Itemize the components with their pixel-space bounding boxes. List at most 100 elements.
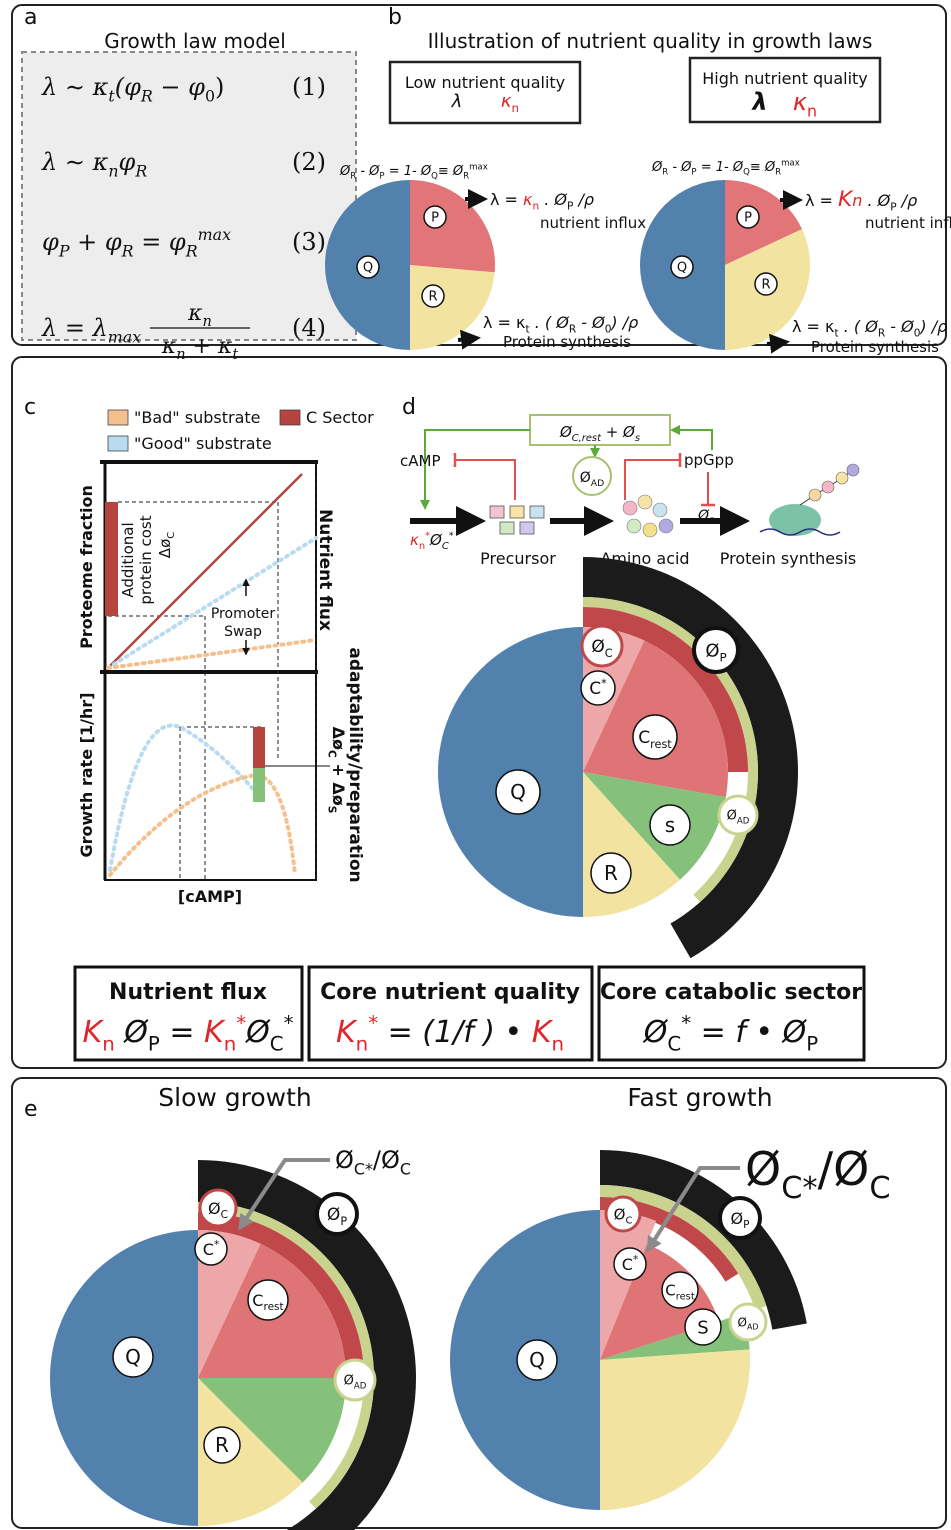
- text-part: C: [622, 1255, 633, 1274]
- precursor-icon: [510, 506, 524, 518]
- connector: [672, 430, 712, 450]
- panel-title: Slow growth: [158, 1083, 312, 1112]
- text-part: *: [236, 1011, 246, 1034]
- equation: λ ∼ κt(φR − φ0): [41, 73, 224, 106]
- text-part: . Ø: [539, 190, 567, 209]
- legend-swatch: [280, 410, 300, 425]
- amino-icon: [623, 501, 637, 515]
- fraction-denominator: κn + κt: [161, 334, 239, 363]
- text-part: Ø: [591, 637, 604, 657]
- sector-label: Q: [677, 261, 687, 276]
- amino-icon: [659, 519, 673, 533]
- panel-label: a: [24, 5, 37, 30]
- ppgpp-label: ppGpp: [684, 451, 734, 469]
- amino-icon: [653, 503, 667, 517]
- summary-heading: Core catabolic sector: [600, 980, 862, 1005]
- text-part: + Δø: [329, 758, 348, 806]
- text-part: n: [852, 191, 862, 210]
- text-part: Ø: [580, 470, 591, 486]
- text-part: max: [469, 163, 488, 173]
- text-part: n: [356, 1032, 369, 1055]
- sector-label: R: [215, 1433, 229, 1457]
- pie-sector: [410, 180, 495, 272]
- text-part: C: [638, 728, 650, 748]
- text-part: n: [551, 1032, 564, 1055]
- text-part: Ø: [327, 1205, 340, 1225]
- panel-label: d: [402, 395, 416, 420]
- cost-label: Additional: [119, 522, 137, 597]
- sector-label: R: [428, 290, 437, 305]
- quality-box: [690, 58, 880, 122]
- lambda-symbol: λ: [750, 88, 767, 116]
- figure: aGrowth law modelλ ∼ κt(φR − φ0)(1)λ ∼ κ…: [0, 0, 951, 1530]
- summary-heading: Core nutrient quality: [320, 980, 580, 1005]
- text-part: C: [400, 1160, 411, 1179]
- precursor-icon: [500, 522, 514, 534]
- text-part: K: [204, 1015, 226, 1050]
- text-part: rest: [676, 1292, 695, 1303]
- text-part: C*: [354, 1160, 373, 1179]
- text-part: n: [108, 162, 118, 181]
- text-part: R: [134, 162, 147, 181]
- sector-label: Q: [529, 1348, 545, 1372]
- text-part: R: [185, 242, 198, 261]
- text-part: R: [121, 242, 134, 261]
- swap-label: Promoter: [211, 606, 276, 622]
- text-part: R: [775, 168, 781, 178]
- text-part: λ = κ: [483, 313, 526, 332]
- phi-r-label: ØR: [697, 508, 715, 527]
- legend-label: "Bad" substrate: [134, 408, 260, 427]
- precursor-icon: [490, 506, 504, 518]
- text-part: ) /ρ: [610, 313, 638, 332]
- peptide-icon: [809, 489, 821, 501]
- text-part: Ø: [727, 809, 737, 824]
- peptide-icon: [847, 464, 859, 476]
- text-part: + Ø: [601, 423, 636, 441]
- text-part: n: [512, 101, 520, 115]
- right-axis-label: Nutrient flux: [315, 509, 335, 631]
- ratio-label: ØC*/ØC: [335, 1146, 411, 1179]
- text-part: max: [108, 328, 141, 347]
- text-part: κ: [793, 88, 808, 116]
- text-part: *: [681, 1011, 691, 1034]
- peptide-icon: [836, 472, 848, 484]
- text-part: Ø: [731, 1209, 744, 1228]
- pie-sector: [410, 265, 495, 350]
- text-part: C: [221, 1209, 228, 1221]
- lambda-symbol: λ: [451, 91, 463, 112]
- text-part: rest: [263, 1301, 283, 1313]
- text-part: C,rest: [572, 433, 602, 444]
- text-part: λ = λ: [41, 314, 108, 342]
- text-part: + κ: [186, 334, 233, 359]
- text-part: = (1/f ) •: [378, 1015, 532, 1050]
- delta-c-bar: [253, 727, 265, 768]
- text-part: P: [806, 1032, 818, 1055]
- panel-title: Illustration of nutrient quality in grow…: [428, 29, 873, 53]
- text-part: n: [807, 102, 817, 121]
- text-part: C: [667, 1032, 681, 1055]
- text-part: P: [720, 651, 727, 665]
- text-part: λ ∼ κ: [41, 73, 109, 101]
- text-part: P: [58, 242, 70, 261]
- text-part: = φ: [134, 228, 186, 256]
- text-part: R: [140, 87, 153, 106]
- amino-icon: [627, 519, 641, 533]
- influx-formula: λ = Kn . ØP /ρ: [805, 187, 917, 213]
- text-part: AD: [747, 1323, 759, 1332]
- page: {"panel_a":{"label":"a","title":"Growth …: [0, 0, 951, 1530]
- text-part: Ø: [614, 1205, 626, 1223]
- influx-label: nutrient influx: [865, 214, 951, 232]
- text-part: =: [160, 1015, 204, 1050]
- text-part: C*: [781, 1171, 817, 1206]
- camp-label: cAMP: [400, 452, 441, 470]
- text-part: κ: [501, 91, 512, 112]
- pie-sector: [50, 1230, 198, 1526]
- legend-label: C Sector: [306, 408, 374, 427]
- text-part: φ: [42, 228, 59, 256]
- panel-label: c: [24, 395, 36, 420]
- text-part: *: [214, 1239, 219, 1251]
- influx-label: κn*ØC*: [410, 531, 454, 553]
- text-part: C: [869, 1171, 890, 1206]
- text-part: . Ø: [862, 191, 890, 210]
- text-part: *: [601, 677, 607, 690]
